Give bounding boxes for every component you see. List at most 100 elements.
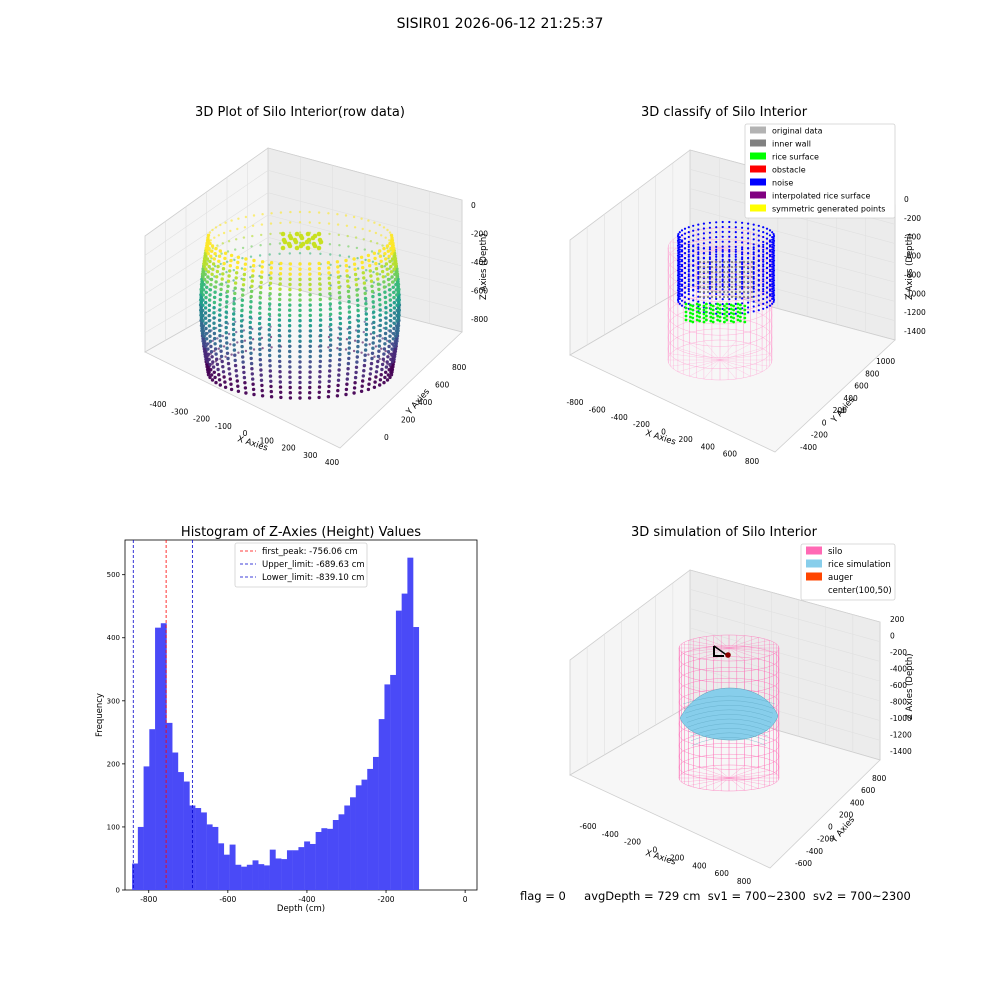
raw-point [251, 377, 255, 381]
raw-point [248, 315, 253, 319]
cls-noise-point [721, 278, 724, 281]
raw-point [219, 262, 222, 266]
raw-point [224, 310, 228, 314]
raw-point [288, 375, 292, 379]
raw-point [356, 324, 361, 328]
raw-point [234, 320, 237, 323]
cls-noise-point [765, 281, 769, 284]
cls-wall-point [730, 270, 734, 274]
raw-point [393, 339, 398, 343]
cls-noise-point [678, 295, 681, 298]
cls-noise-point [728, 230, 731, 233]
cls-noise-point [741, 231, 744, 234]
raw-point [298, 344, 302, 349]
cls-rice-point [698, 307, 701, 311]
cls-noise-point [772, 277, 775, 280]
raw-point [380, 347, 383, 350]
raw-point [326, 261, 331, 265]
raw-point [233, 258, 236, 262]
raw-point [213, 375, 217, 380]
sim-auger [713, 645, 731, 658]
cls-noise-point [765, 296, 769, 299]
cls-wall-point [722, 270, 726, 274]
raw-surface-point [280, 231, 286, 237]
raw-point [390, 365, 394, 369]
raw-point [207, 370, 211, 374]
cls-wall-point [730, 260, 734, 264]
cls-rice-point [711, 304, 715, 308]
cls-rice-point [689, 303, 692, 307]
cls-noise-point [762, 243, 765, 246]
cls-noise-point [771, 255, 774, 258]
raw-point [356, 267, 360, 270]
cls-wall-point [718, 260, 722, 264]
raw-point [212, 300, 217, 305]
cls-legend-swatch-2 [750, 152, 766, 160]
raw-point [381, 244, 384, 247]
raw-point [308, 391, 312, 395]
cls-noise-point [741, 262, 744, 266]
raw-point [268, 369, 272, 373]
cls-rice-point [718, 307, 722, 311]
cls-rice-point [716, 306, 719, 310]
hist-x-ticks: -800 -600 -400 -200 0 [140, 890, 468, 904]
sim-y-tick-5: 400 [850, 798, 865, 807]
cls-noise-point [771, 290, 774, 293]
raw-title: 3D Plot of Silo Interior(row data) [195, 105, 405, 120]
raw-point [298, 293, 302, 297]
cls-wall-point [706, 270, 710, 274]
raw-point [367, 382, 371, 386]
raw-point [249, 361, 254, 366]
raw-point [327, 335, 331, 339]
sim-rice-grid-2 [684, 705, 774, 714]
raw-point [357, 277, 360, 280]
cls-noise-point [687, 280, 690, 283]
raw-point [230, 353, 233, 356]
raw-point [217, 259, 221, 263]
cls-rice-point [698, 303, 701, 307]
cls-noise-point [757, 309, 760, 312]
cls-noise-point [680, 278, 684, 281]
raw-point [212, 321, 216, 325]
raw-point [268, 374, 273, 378]
raw-point [217, 318, 222, 322]
raw-point [327, 271, 331, 275]
raw-point [225, 260, 229, 263]
cls-noise-point [680, 299, 684, 302]
cls-noise-point [768, 244, 772, 247]
raw-point [366, 387, 371, 392]
cls-noise-point [728, 258, 731, 261]
raw-point [288, 298, 292, 302]
raw-point [369, 361, 374, 366]
raw-point [250, 372, 254, 376]
sim-grid-5 [689, 608, 881, 662]
raw-point [368, 264, 372, 268]
sim-rice-grid-0 [682, 695, 776, 705]
cls-noise-point [765, 262, 769, 265]
cls-noise-point [741, 302, 744, 305]
raw-point [365, 279, 368, 282]
raw-point [318, 323, 323, 327]
raw-point [248, 336, 253, 340]
cls-noise-point [752, 267, 755, 270]
cls-rice-point [702, 312, 706, 316]
cls-noise-point [680, 263, 684, 266]
cls-noise-point [772, 297, 775, 300]
cls-rice-point [732, 320, 735, 324]
raw-point [234, 248, 237, 251]
raw-point [395, 308, 399, 313]
raw-point [225, 346, 229, 350]
cls-noise-point [772, 264, 776, 267]
sim-silo-spoke-1-8 [728, 777, 745, 791]
raw-point [207, 357, 211, 362]
raw-point [372, 310, 376, 314]
cls-rice-point [684, 306, 688, 310]
hist-reference-lines [132, 540, 193, 890]
raw-point [235, 330, 238, 334]
raw-point [212, 311, 216, 315]
raw-point [225, 289, 230, 294]
cls-noise-point [697, 228, 700, 231]
raw-point [249, 356, 253, 361]
